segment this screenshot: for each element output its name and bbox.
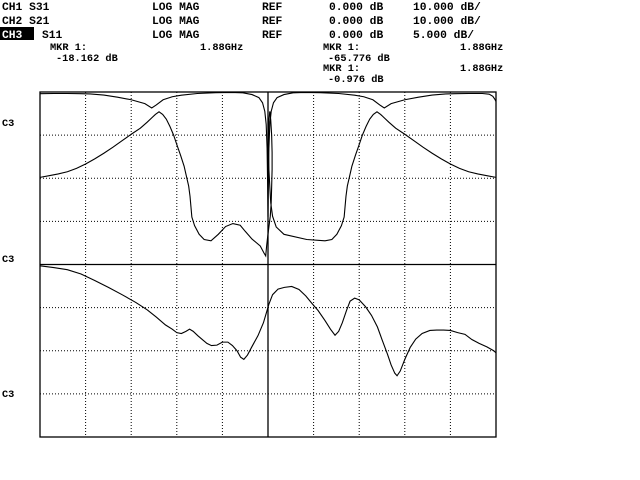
svg-text:0.000 dB: 0.000 dB bbox=[329, 30, 383, 42]
svg-text:REF: REF bbox=[262, 2, 283, 14]
svg-text:C3: C3 bbox=[2, 254, 14, 266]
svg-text:0.000 dB: 0.000 dB bbox=[329, 16, 383, 28]
svg-text:1.88GHz: 1.88GHz bbox=[460, 42, 503, 54]
svg-text:CH1 S31: CH1 S31 bbox=[2, 2, 50, 14]
svg-text:REF: REF bbox=[262, 16, 283, 28]
svg-text:0.000 dB: 0.000 dB bbox=[329, 2, 383, 14]
svg-text:5.000 dB/: 5.000 dB/ bbox=[413, 30, 474, 42]
svg-text:S11: S11 bbox=[42, 30, 63, 42]
svg-text:10.000 dB/: 10.000 dB/ bbox=[413, 16, 481, 28]
svg-text:1.88GHz: 1.88GHz bbox=[460, 63, 503, 75]
svg-text:LOG MAG: LOG MAG bbox=[152, 2, 200, 14]
svg-text:C3: C3 bbox=[2, 118, 14, 130]
svg-text:-18.162 dB: -18.162 dB bbox=[56, 53, 118, 65]
svg-text:-0.976 dB: -0.976 dB bbox=[328, 74, 384, 86]
svg-text:1.88GHz: 1.88GHz bbox=[200, 42, 243, 54]
svg-text:10.000 dB/: 10.000 dB/ bbox=[413, 2, 481, 14]
svg-text:LOG MAG: LOG MAG bbox=[152, 16, 200, 28]
svg-text:C3: C3 bbox=[2, 389, 14, 401]
svg-text:CH3: CH3 bbox=[2, 30, 23, 42]
svg-text:CH2 S21: CH2 S21 bbox=[2, 16, 50, 28]
svg-text:LOG MAG: LOG MAG bbox=[152, 30, 200, 42]
svg-text:REF: REF bbox=[262, 30, 283, 42]
